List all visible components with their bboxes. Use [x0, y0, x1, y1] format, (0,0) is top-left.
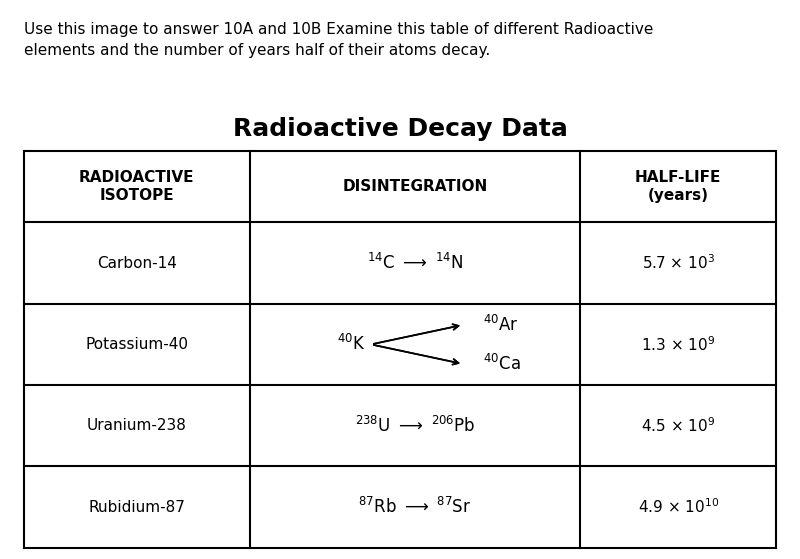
Text: $\mathregular{^{14}}$C $\longrightarrow$ $\mathregular{^{14}}$N: $\mathregular{^{14}}$C $\longrightarrow$…: [367, 253, 463, 273]
Text: Uranium-238: Uranium-238: [87, 418, 186, 433]
Text: Use this image to answer 10A and 10B Examine this table of different Radioactive: Use this image to answer 10A and 10B Exa…: [24, 22, 654, 58]
Text: $\mathregular{^{40}}$Ca: $\mathregular{^{40}}$Ca: [483, 354, 521, 374]
Text: 1.3 × 10$^9$: 1.3 × 10$^9$: [641, 335, 715, 354]
Text: DISINTEGRATION: DISINTEGRATION: [342, 179, 488, 194]
Text: Potassium-40: Potassium-40: [86, 337, 188, 352]
Text: Radioactive Decay Data: Radioactive Decay Data: [233, 117, 567, 141]
Text: 4.5 × 10$^9$: 4.5 × 10$^9$: [641, 416, 715, 435]
Text: $\mathregular{^{87}}$Rb $\longrightarrow$ $\mathregular{^{87}}$Sr: $\mathregular{^{87}}$Rb $\longrightarrow…: [358, 497, 472, 517]
Text: $\mathregular{^{40}}$Ar: $\mathregular{^{40}}$Ar: [483, 315, 518, 335]
Text: HALF-LIFE
(years): HALF-LIFE (years): [635, 170, 722, 203]
Text: $\mathregular{^{238}}$U $\longrightarrow$ $\mathregular{^{206}}$Pb: $\mathregular{^{238}}$U $\longrightarrow…: [355, 416, 475, 436]
Text: RADIOACTIVE
ISOTOPE: RADIOACTIVE ISOTOPE: [79, 170, 194, 203]
Text: $\mathregular{^{40}}$K: $\mathregular{^{40}}$K: [337, 334, 366, 354]
Text: 5.7 × 10$^3$: 5.7 × 10$^3$: [642, 254, 714, 272]
Text: Rubidium-87: Rubidium-87: [88, 500, 186, 515]
Text: Carbon-14: Carbon-14: [97, 255, 177, 271]
Text: 4.9 × 10$^{10}$: 4.9 × 10$^{10}$: [638, 498, 719, 517]
